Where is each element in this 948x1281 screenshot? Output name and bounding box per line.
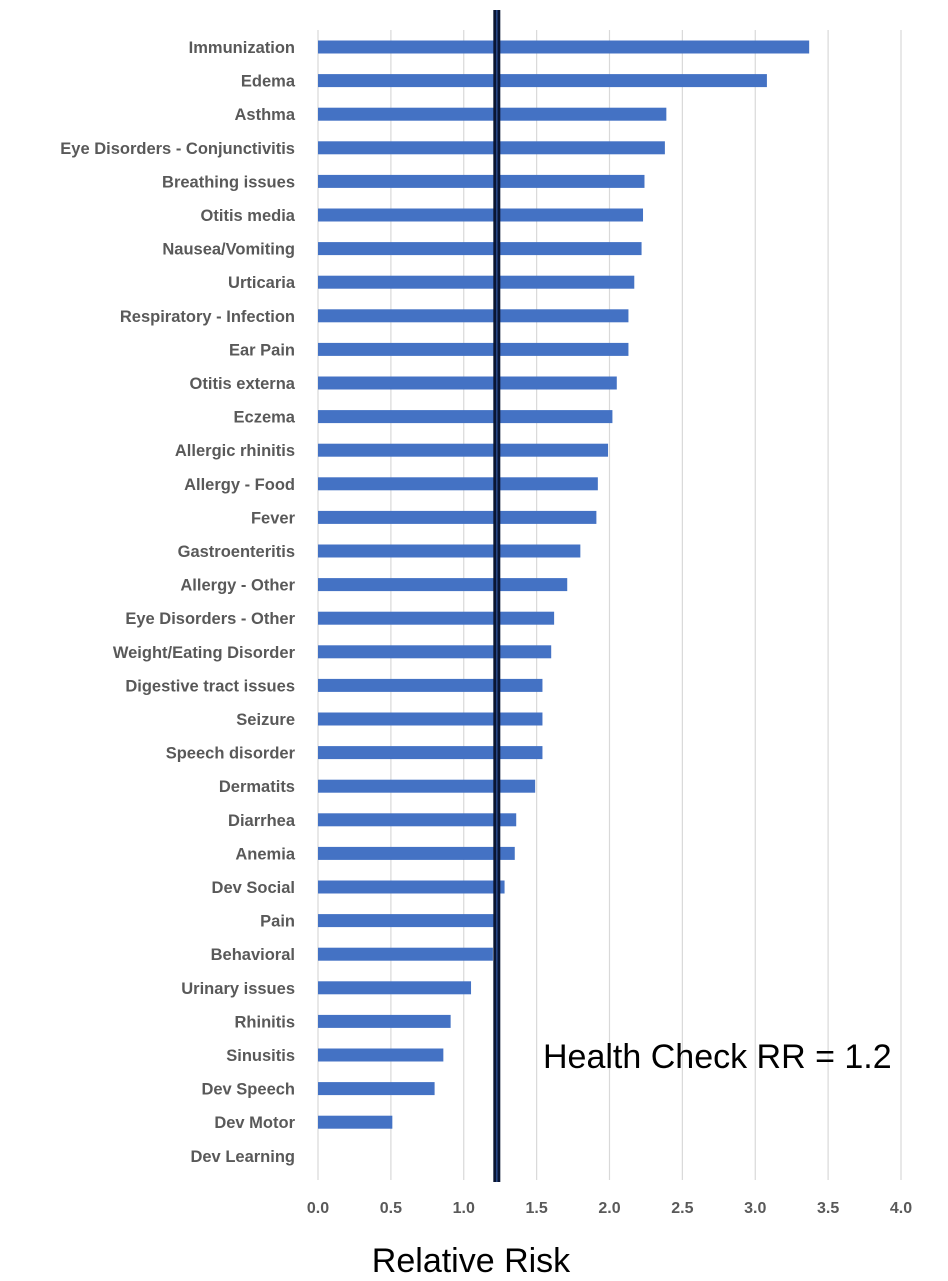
category-label: Allergy - Other	[180, 577, 295, 595]
bar	[318, 611, 555, 625]
category-label: Respiratory - Infection	[120, 308, 295, 326]
category-label: Edema	[241, 73, 296, 91]
category-labels: Immunization Edema Asthma Eye Disorders - C…	[60, 39, 296, 1166]
x-tick-label: 3.5	[817, 1200, 839, 1217]
category-label: Allergy - Food	[184, 476, 295, 494]
bar	[318, 74, 767, 88]
category-label: Eczema	[234, 409, 296, 427]
bar	[318, 477, 598, 491]
bar	[318, 544, 581, 558]
bar	[318, 1115, 393, 1129]
category-label: Diarrhea	[228, 812, 296, 830]
gridlines	[317, 30, 902, 1180]
bar	[318, 208, 644, 222]
bar	[318, 309, 629, 323]
category-label: Eye Disorders - Other	[125, 610, 295, 628]
x-tick-label: 0.0	[307, 1200, 329, 1217]
x-tick-labels: 0.0 0.5 1.0 1.5 2.0 2.5 3.0 3.5 4.0	[307, 1200, 912, 1217]
bar	[318, 678, 543, 692]
bar	[318, 342, 629, 356]
bar	[318, 779, 536, 793]
category-label: Urticaria	[228, 274, 296, 292]
category-label: Speech disorder	[166, 745, 296, 763]
bar	[318, 174, 645, 188]
bar	[318, 443, 609, 457]
category-label: Asthma	[234, 106, 295, 124]
bar	[318, 914, 496, 928]
category-label: Anemia	[235, 845, 295, 863]
category-label: Weight/Eating Disorder	[113, 644, 296, 662]
category-label: Ear Pain	[229, 341, 295, 359]
category-label: Eye Disorders - Conjunctivitis	[60, 140, 295, 158]
x-tick-label: 1.0	[453, 1200, 475, 1217]
category-label: Nausea/Vomiting	[162, 241, 295, 259]
bar	[318, 141, 665, 155]
category-label: Fever	[251, 509, 296, 527]
category-label: Seizure	[236, 711, 295, 729]
bar	[318, 578, 568, 592]
category-label: Sinusitis	[226, 1047, 295, 1065]
category-label: Dev Social	[212, 879, 295, 897]
bar	[318, 645, 552, 659]
bar	[318, 107, 667, 121]
bar	[318, 1048, 444, 1062]
x-tick-label: 0.5	[380, 1200, 402, 1217]
bar	[318, 40, 810, 54]
category-label: Immunization	[189, 39, 295, 57]
bar	[318, 947, 493, 961]
bar	[318, 1014, 451, 1028]
bar	[318, 846, 515, 860]
bar	[318, 1082, 435, 1096]
bar	[318, 510, 597, 524]
category-label: Dev Motor	[214, 1114, 295, 1132]
bar	[318, 376, 617, 390]
x-tick-label: 2.5	[671, 1200, 693, 1217]
category-label: Gastroenteritis	[178, 543, 295, 561]
category-label: Dev Speech	[201, 1081, 295, 1099]
x-tick-label: 4.0	[890, 1200, 912, 1217]
category-label: Otitis externa	[190, 375, 296, 393]
x-tick-label: 3.0	[744, 1200, 766, 1217]
bar	[318, 242, 642, 256]
bars	[318, 40, 810, 1129]
x-tick-label: 2.0	[598, 1200, 620, 1217]
category-label: Behavioral	[211, 946, 295, 964]
category-label: Urinary issues	[181, 980, 295, 998]
category-label: Breathing issues	[162, 173, 295, 191]
bar	[318, 410, 613, 424]
bar	[318, 813, 517, 827]
category-label: Digestive tract issues	[125, 677, 295, 695]
category-label: Allergic rhinitis	[175, 442, 295, 460]
bar	[318, 746, 543, 760]
bar	[318, 981, 472, 995]
category-label: Rhinitis	[235, 1013, 296, 1031]
category-label: Dev Learning	[190, 1148, 295, 1166]
bar	[318, 275, 635, 289]
category-label: Otitis media	[201, 207, 296, 225]
x-tick-label: 1.5	[526, 1200, 548, 1217]
bar	[318, 712, 543, 726]
category-label: Dermatits	[219, 778, 295, 796]
reference-line-label: Health Check RR = 1.2	[543, 1038, 892, 1076]
category-label: Pain	[260, 913, 295, 931]
x-axis-title: Relative Risk	[372, 1242, 571, 1280]
bar	[318, 880, 505, 894]
